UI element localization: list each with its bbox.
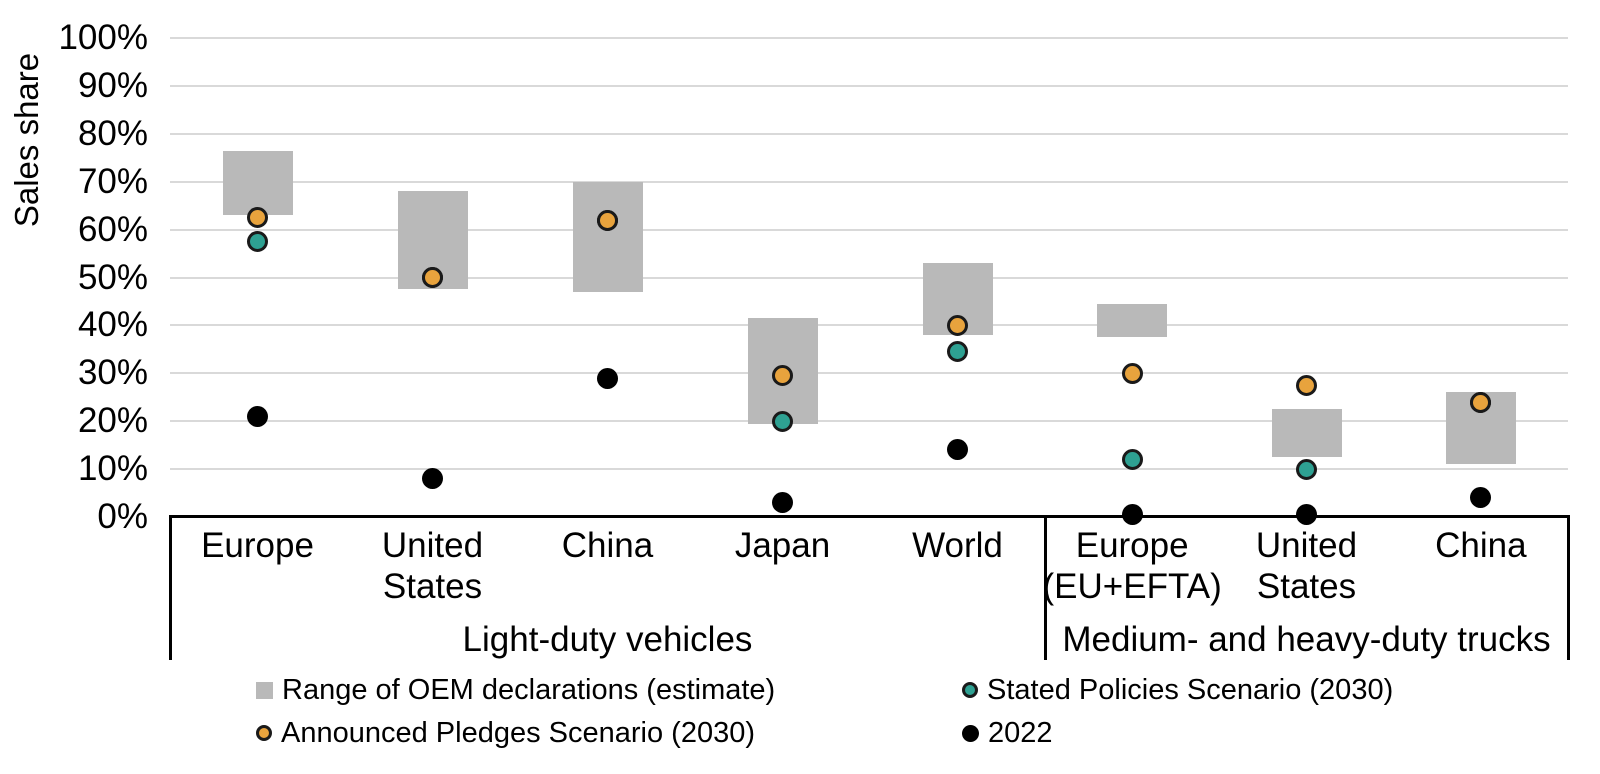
- y-tick-label: 0%: [97, 497, 148, 536]
- y-tick-label: 50%: [77, 257, 148, 297]
- y-tick-label: 20%: [77, 401, 148, 441]
- legend-item-oem_range: Range of OEM declarations (estimate): [256, 668, 775, 712]
- legend-item-aps_2030: Announced Pledges Scenario (2030): [256, 711, 755, 755]
- range-bar-united-states: [1271, 409, 1342, 458]
- legend-item-sales_2022: 2022: [962, 711, 1053, 755]
- steps-2030-dot-world: [947, 341, 968, 363]
- section-label-medium-and-heavy-duty-trucks: Medium- and heavy-duty trucks: [1062, 620, 1551, 659]
- y-tick-label: 30%: [77, 353, 148, 393]
- legend-label-sales_2022: 2022: [988, 717, 1053, 749]
- y-tick-label: 60%: [77, 209, 148, 249]
- gridline-30: [170, 372, 1568, 375]
- y-tick-label: 70%: [77, 161, 148, 201]
- gridline-10: [170, 468, 1568, 471]
- sales-2022-dot-china: [597, 367, 618, 389]
- sales-2022-dot-europe-eu-efta: [1121, 504, 1143, 526]
- steps-2030-dot-japan: [772, 410, 793, 432]
- category-label-europe-eu-efta: Europe (EU+EFTA): [1042, 526, 1222, 606]
- y-tick-label: 100%: [58, 18, 148, 57]
- y-tick-label: 90%: [77, 65, 148, 105]
- aps-2030-dot-europe-eu-efta: [1121, 362, 1143, 384]
- gridline-50: [170, 276, 1568, 279]
- range-bar-china: [572, 181, 643, 292]
- gridline-60: [170, 228, 1568, 231]
- category-label-united-states: United States: [1255, 526, 1358, 606]
- steps-2030-dot-united-states: [1296, 458, 1317, 480]
- y-tick-label: 10%: [77, 449, 148, 489]
- aps-2030-dot-china: [597, 209, 618, 231]
- gridline-80: [170, 132, 1568, 135]
- sales-2022-dot-united-states: [1296, 504, 1317, 526]
- category-label-united-states: United States: [381, 526, 484, 606]
- range-bar-europe: [222, 150, 293, 216]
- sales-2022-dot-europe: [247, 405, 268, 427]
- aps-2030-dot-united-states: [1296, 374, 1317, 396]
- gridline-20: [170, 420, 1568, 423]
- sales-2022-dot-japan: [772, 492, 793, 514]
- category-label-europe: Europe: [201, 526, 314, 565]
- category-label-china: China: [561, 526, 654, 565]
- legend-label-oem_range: Range of OEM declarations (estimate): [282, 674, 776, 706]
- legend-marker-aps_2030: [256, 725, 272, 741]
- legend-marker-steps_2030: [962, 682, 978, 698]
- steps-2030-dot-europe: [247, 231, 268, 253]
- axis-border-left: [168, 515, 172, 660]
- section-label-light-duty-vehicles: Light-duty vehicles: [462, 620, 753, 659]
- aps-2030-dot-world: [947, 314, 968, 336]
- gridline-70: [170, 180, 1568, 183]
- group-divider: [1043, 515, 1047, 660]
- steps-2030-dot-europe-eu-efta: [1121, 449, 1143, 471]
- range-bar-europe-eu-efta: [1097, 303, 1168, 338]
- legend-item-steps_2030: Stated Policies Scenario (2030): [962, 668, 1393, 712]
- category-label-china: China: [1435, 526, 1527, 565]
- aps-2030-dot-europe: [247, 207, 268, 229]
- gridline-90: [170, 84, 1568, 87]
- category-label-world: World: [912, 526, 1003, 565]
- gridline-40: [170, 324, 1568, 327]
- category-label-japan: Japan: [734, 526, 831, 565]
- gridline-100: [170, 37, 1568, 39]
- axis-border-right: [1566, 515, 1570, 660]
- legend-marker-oem_range: [256, 681, 273, 699]
- sales-2022-dot-china: [1470, 487, 1492, 509]
- legend-marker-sales_2022: [962, 724, 979, 742]
- legend-label-aps_2030: Announced Pledges Scenario (2030): [281, 717, 755, 749]
- sales-2022-dot-world: [947, 439, 968, 461]
- aps-2030-dot-japan: [772, 365, 793, 387]
- x-axis-line: [170, 515, 1568, 518]
- y-tick-label: 80%: [77, 113, 148, 153]
- legend-label-steps_2030: Stated Policies Scenario (2030): [987, 674, 1394, 706]
- sales-2022-dot-united-states: [422, 468, 443, 490]
- y-tick-label: 40%: [77, 305, 148, 345]
- aps-2030-dot-united-states: [422, 267, 443, 288]
- aps-2030-dot-china: [1470, 391, 1492, 413]
